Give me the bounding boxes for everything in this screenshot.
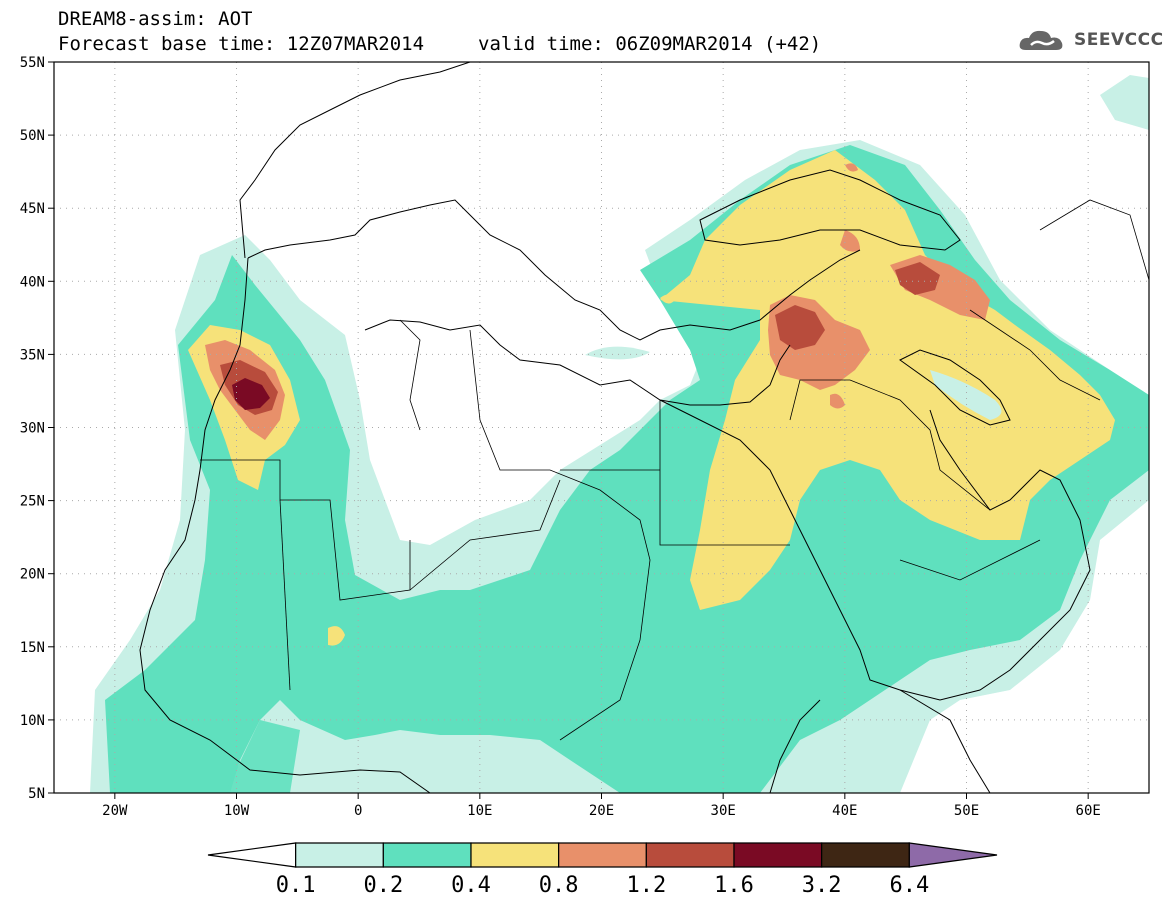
colorbar-label: 0.2 (363, 873, 403, 898)
lon-tick-label: 60E (1076, 803, 1101, 819)
colorbar-segment (207, 842, 297, 868)
colorbar-label: 3.2 (802, 873, 842, 898)
colorbar-label: 0.1 (276, 873, 316, 898)
colorbar-label: 0.4 (451, 873, 491, 898)
lon-tick-label: 40E (832, 803, 857, 819)
lon-tick-label: 0 (354, 803, 362, 819)
colorbar-segment (382, 842, 472, 868)
lat-tick-label: 50N (20, 128, 45, 144)
lat-tick-label: 10N (20, 713, 45, 729)
colorbar-segment (558, 842, 647, 868)
lat-tick-label: 35N (20, 347, 45, 363)
coastlines (139, 62, 1091, 793)
seevccc-logo: SEEVCCC (1018, 26, 1163, 56)
longitude-axis: 20W 10W 0 10E 20E 30E 40E 50E 60E (102, 793, 1101, 819)
lat-tick-label: 40N (20, 274, 45, 290)
colorbar-segment (908, 842, 998, 868)
lon-tick-label: 10E (467, 803, 492, 819)
aot-field (90, 75, 1149, 793)
lon-tick-label: 20E (589, 803, 614, 819)
colorbar-label: 1.6 (714, 873, 754, 898)
lat-tick-label: 20N (20, 567, 45, 583)
lon-tick-label: 30E (711, 803, 736, 819)
forecast-times: Forecast base time: 12Z07MAR2014 valid ti… (58, 33, 821, 55)
colorbar: 0.1 0.2 0.4 0.8 1.2 1.6 3.2 6.4 (207, 842, 998, 898)
lat-tick-label: 30N (20, 421, 45, 437)
colorbar-label: 6.4 (889, 873, 929, 898)
valid-time-label: valid time: 06Z09MAR2014 (+42) (478, 33, 822, 55)
logo-text: SEEVCCC (1074, 30, 1164, 50)
lat-tick-label: 15N (20, 640, 45, 656)
lat-tick-label: 25N (20, 494, 45, 510)
colorbar-label: 0.8 (539, 873, 579, 898)
map-title: DREAM8-assim: AOT (58, 8, 253, 30)
latitude-axis: 55N 50N 45N 40N 35N 30N 25N 20N 15N 10N 5N (20, 55, 54, 802)
country-borders (200, 199, 1149, 741)
lon-tick-label: 20W (102, 803, 128, 819)
base-time-label: Forecast base time: 12Z07MAR2014 (58, 33, 425, 55)
lat-tick-label: 55N (20, 55, 45, 71)
lat-tick-label: 45N (20, 201, 45, 217)
colorbar-segment (733, 842, 823, 868)
cloud-icon (1019, 30, 1063, 50)
colorbar-segment (295, 842, 384, 868)
grid-lines (54, 62, 1149, 793)
colorbar-label: 1.2 (626, 873, 666, 898)
aot-level-1.6 (232, 378, 270, 410)
colorbar-segment (645, 842, 735, 868)
lon-tick-label: 50E (954, 803, 979, 819)
colorbar-segment (470, 842, 560, 868)
lon-tick-label: 10W (224, 803, 250, 819)
lat-tick-label: 5N (28, 786, 45, 802)
colorbar-segment (821, 842, 910, 868)
